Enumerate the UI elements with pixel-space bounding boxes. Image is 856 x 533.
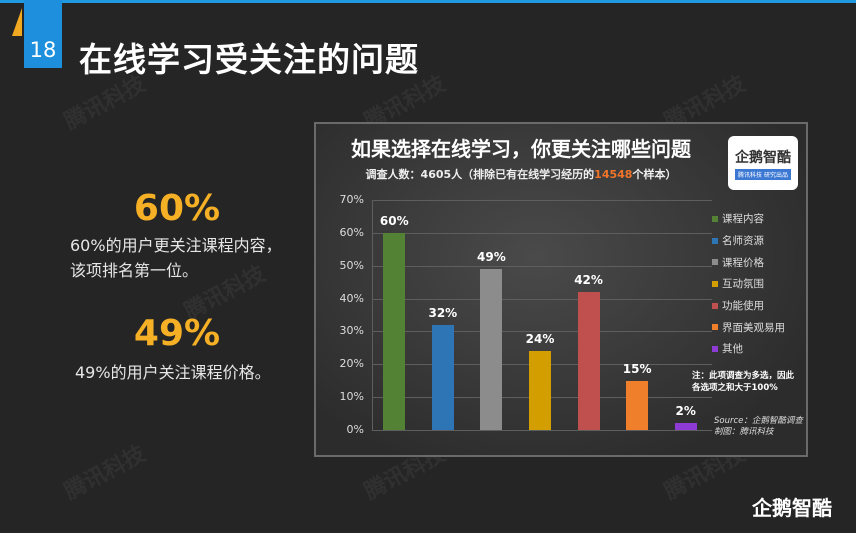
highlight-value-1: 60% bbox=[133, 188, 221, 229]
bar-value-label: 49% bbox=[477, 250, 506, 264]
highlight-value-2: 49% bbox=[133, 313, 221, 354]
subtitle-highlight: 14548 bbox=[594, 168, 633, 181]
y-tick-label: 10% bbox=[339, 390, 364, 404]
legend-label: 课程内容 bbox=[722, 213, 764, 226]
chart-note: 注：此项调查为多选，因此各选项之和大于100% bbox=[692, 371, 795, 393]
bar-5 bbox=[626, 380, 649, 430]
top-accent-bar bbox=[0, 0, 856, 3]
legend-item: 其他 bbox=[712, 338, 785, 360]
legend-label: 功能使用 bbox=[722, 300, 764, 313]
bar-value-label: 15% bbox=[622, 361, 652, 376]
bar-value-label: 60% bbox=[379, 213, 409, 228]
gridline bbox=[372, 265, 712, 267]
legend-swatch-icon bbox=[712, 215, 718, 222]
logo-subtext: 腾讯科技 研究出品 bbox=[735, 168, 791, 180]
gridline bbox=[372, 430, 712, 431]
y-axis bbox=[372, 200, 373, 430]
y-tick-label: 40% bbox=[339, 291, 364, 305]
legend-swatch-icon bbox=[712, 237, 718, 244]
legend-label: 课程价格 bbox=[722, 256, 764, 269]
chart-subtitle: 调查人数：4605人（排除已有在线学习经历的14548个样本） bbox=[316, 166, 726, 182]
bar-value-label: 32% bbox=[428, 305, 458, 320]
bar-0 bbox=[383, 232, 406, 430]
chart-legend: 课程内容名师资源课程价格互动氛围功能使用界面美观易用 其他 bbox=[712, 208, 785, 360]
gridline bbox=[372, 331, 712, 333]
bar-2 bbox=[480, 269, 503, 430]
legend-label: 其他 bbox=[722, 343, 743, 356]
penguin-logo: 企鹅智酷 腾讯科技 研究出品 bbox=[728, 136, 798, 190]
watermark: 腾讯科技 bbox=[60, 441, 150, 505]
bar-value-label: 42% bbox=[574, 273, 603, 287]
y-tick-label: 30% bbox=[339, 324, 364, 338]
gridline bbox=[372, 200, 712, 201]
subtitle-prefix: 调查人数：4605人（排除已有在线学习经历的 bbox=[365, 168, 595, 181]
credit-line: 制图：腾讯科技 bbox=[714, 427, 774, 437]
legend-label: 名师资源 bbox=[722, 235, 764, 248]
legend-swatch-icon bbox=[712, 259, 718, 266]
highlight-text-line: 该项排名第一位。 bbox=[70, 261, 199, 280]
legend-item: 界面美观易用 bbox=[712, 316, 785, 338]
bar-value-label: 24% bbox=[525, 332, 555, 347]
bar-6 bbox=[674, 423, 697, 430]
y-tick-label: 20% bbox=[339, 357, 364, 371]
legend-label: 互动氛围 bbox=[722, 278, 764, 291]
page-number: 18 bbox=[29, 38, 57, 62]
highlight-text-line: 60%的用户更关注课程内容， bbox=[70, 236, 282, 255]
highlight-text-line: 49%的用户关注课程价格。 bbox=[75, 363, 271, 382]
bar-chart-plot: 0% 10% 20% 30% 40% 50% 60% 70% 60% 32% 49% 24% 42% 15… bbox=[340, 193, 712, 436]
y-tick-label: 70% bbox=[339, 193, 364, 206]
legend-swatch-icon bbox=[712, 302, 718, 309]
y-tick-label: 60% bbox=[339, 225, 364, 239]
legend-item: 课程价格 bbox=[712, 251, 785, 273]
slide-title: 在线学习受关注的问题 bbox=[79, 40, 419, 79]
page-number-badge: 18 bbox=[24, 0, 62, 68]
bar-3 bbox=[529, 351, 551, 430]
legend-swatch-icon bbox=[712, 280, 718, 287]
bar-value-label: 2% bbox=[675, 404, 696, 419]
source-line: Source：企鹅智酷调查 bbox=[714, 416, 803, 426]
accent-triangle bbox=[12, 8, 22, 36]
legend-swatch-icon bbox=[712, 324, 718, 331]
y-tick-label: 0% bbox=[346, 423, 364, 436]
chart-source: Source：企鹅智酷调查 制图：腾讯科技 bbox=[714, 416, 803, 438]
legend-item: 互动氛围 bbox=[712, 273, 785, 295]
gridline bbox=[372, 298, 712, 300]
bar-4 bbox=[577, 292, 600, 430]
gridline bbox=[372, 232, 712, 234]
bar-1 bbox=[431, 324, 454, 430]
chart-panel: 如果选择在线学习，你更关注哪些问题 调查人数：4605人（排除已有在线学习经历的… bbox=[314, 122, 808, 457]
legend-item: 名师资源 bbox=[712, 230, 785, 252]
highlight-text-2: 49%的用户关注课程价格。 bbox=[75, 360, 271, 385]
legend-swatch-icon bbox=[712, 345, 718, 352]
subtitle-suffix: 个样本） bbox=[632, 168, 677, 181]
legend-item: 功能使用 bbox=[712, 295, 785, 317]
legend-label: 界面美观易用 bbox=[722, 321, 785, 334]
legend-item: 课程内容 bbox=[712, 208, 785, 230]
y-tick-label: 50% bbox=[339, 258, 364, 272]
chart-title: 如果选择在线学习，你更关注哪些问题 bbox=[351, 137, 691, 161]
footer-brand-logo: 企鹅智酷 bbox=[752, 496, 832, 520]
highlight-text-1: 60%的用户更关注课程内容， 该项排名第一位。 bbox=[70, 233, 282, 283]
logo-text: 企鹅智酷 bbox=[735, 149, 791, 166]
